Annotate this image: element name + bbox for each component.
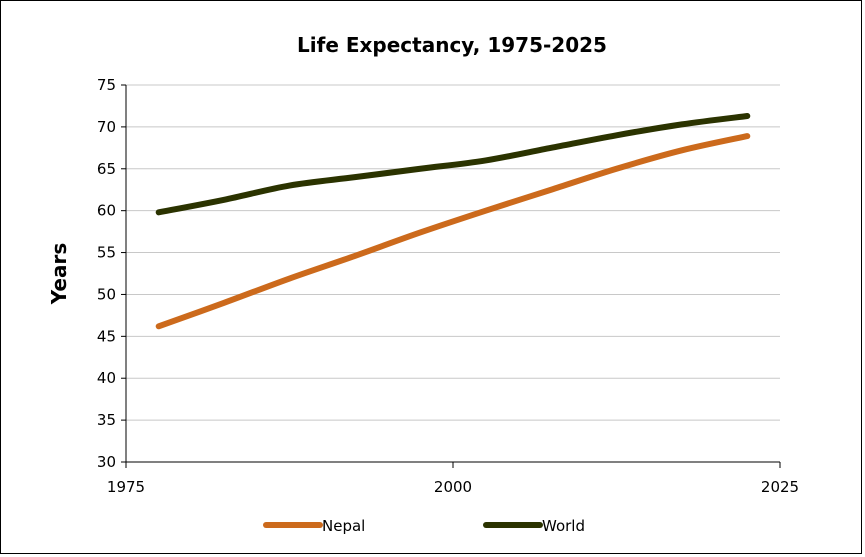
y-tick-label: 40 [97, 369, 116, 387]
x-tick-label: 1975 [107, 478, 145, 496]
y-axis-label: Years [47, 243, 71, 305]
tick-labels: 30 35 40 45 50 55 60 65 70 75 1975 2000 2025 [97, 76, 799, 496]
series-line-world [155, 112, 751, 216]
legend-label-world: World [542, 517, 585, 535]
legend-label-nepal: Nepal [322, 517, 365, 535]
x-tick-label: 2000 [434, 478, 472, 496]
y-tick-label: 50 [97, 285, 116, 303]
y-tick-label: 55 [97, 244, 116, 262]
axes [121, 84, 781, 468]
chart-title: Life Expectancy, 1975-2025 [297, 33, 607, 57]
legend: Nepal World [263, 517, 585, 535]
x-tick-label: 2025 [761, 478, 799, 496]
gridlines [126, 84, 780, 421]
y-tick-label: 30 [97, 453, 116, 471]
series-lines [155, 112, 751, 330]
y-tick-label: 75 [97, 76, 116, 94]
y-tick-label: 35 [97, 411, 116, 429]
y-tick-label: 65 [97, 160, 116, 178]
y-tick-label: 45 [97, 327, 116, 345]
y-tick-label: 60 [97, 202, 116, 220]
y-tick-label: 70 [97, 118, 116, 136]
series-line-nepal [155, 133, 751, 330]
